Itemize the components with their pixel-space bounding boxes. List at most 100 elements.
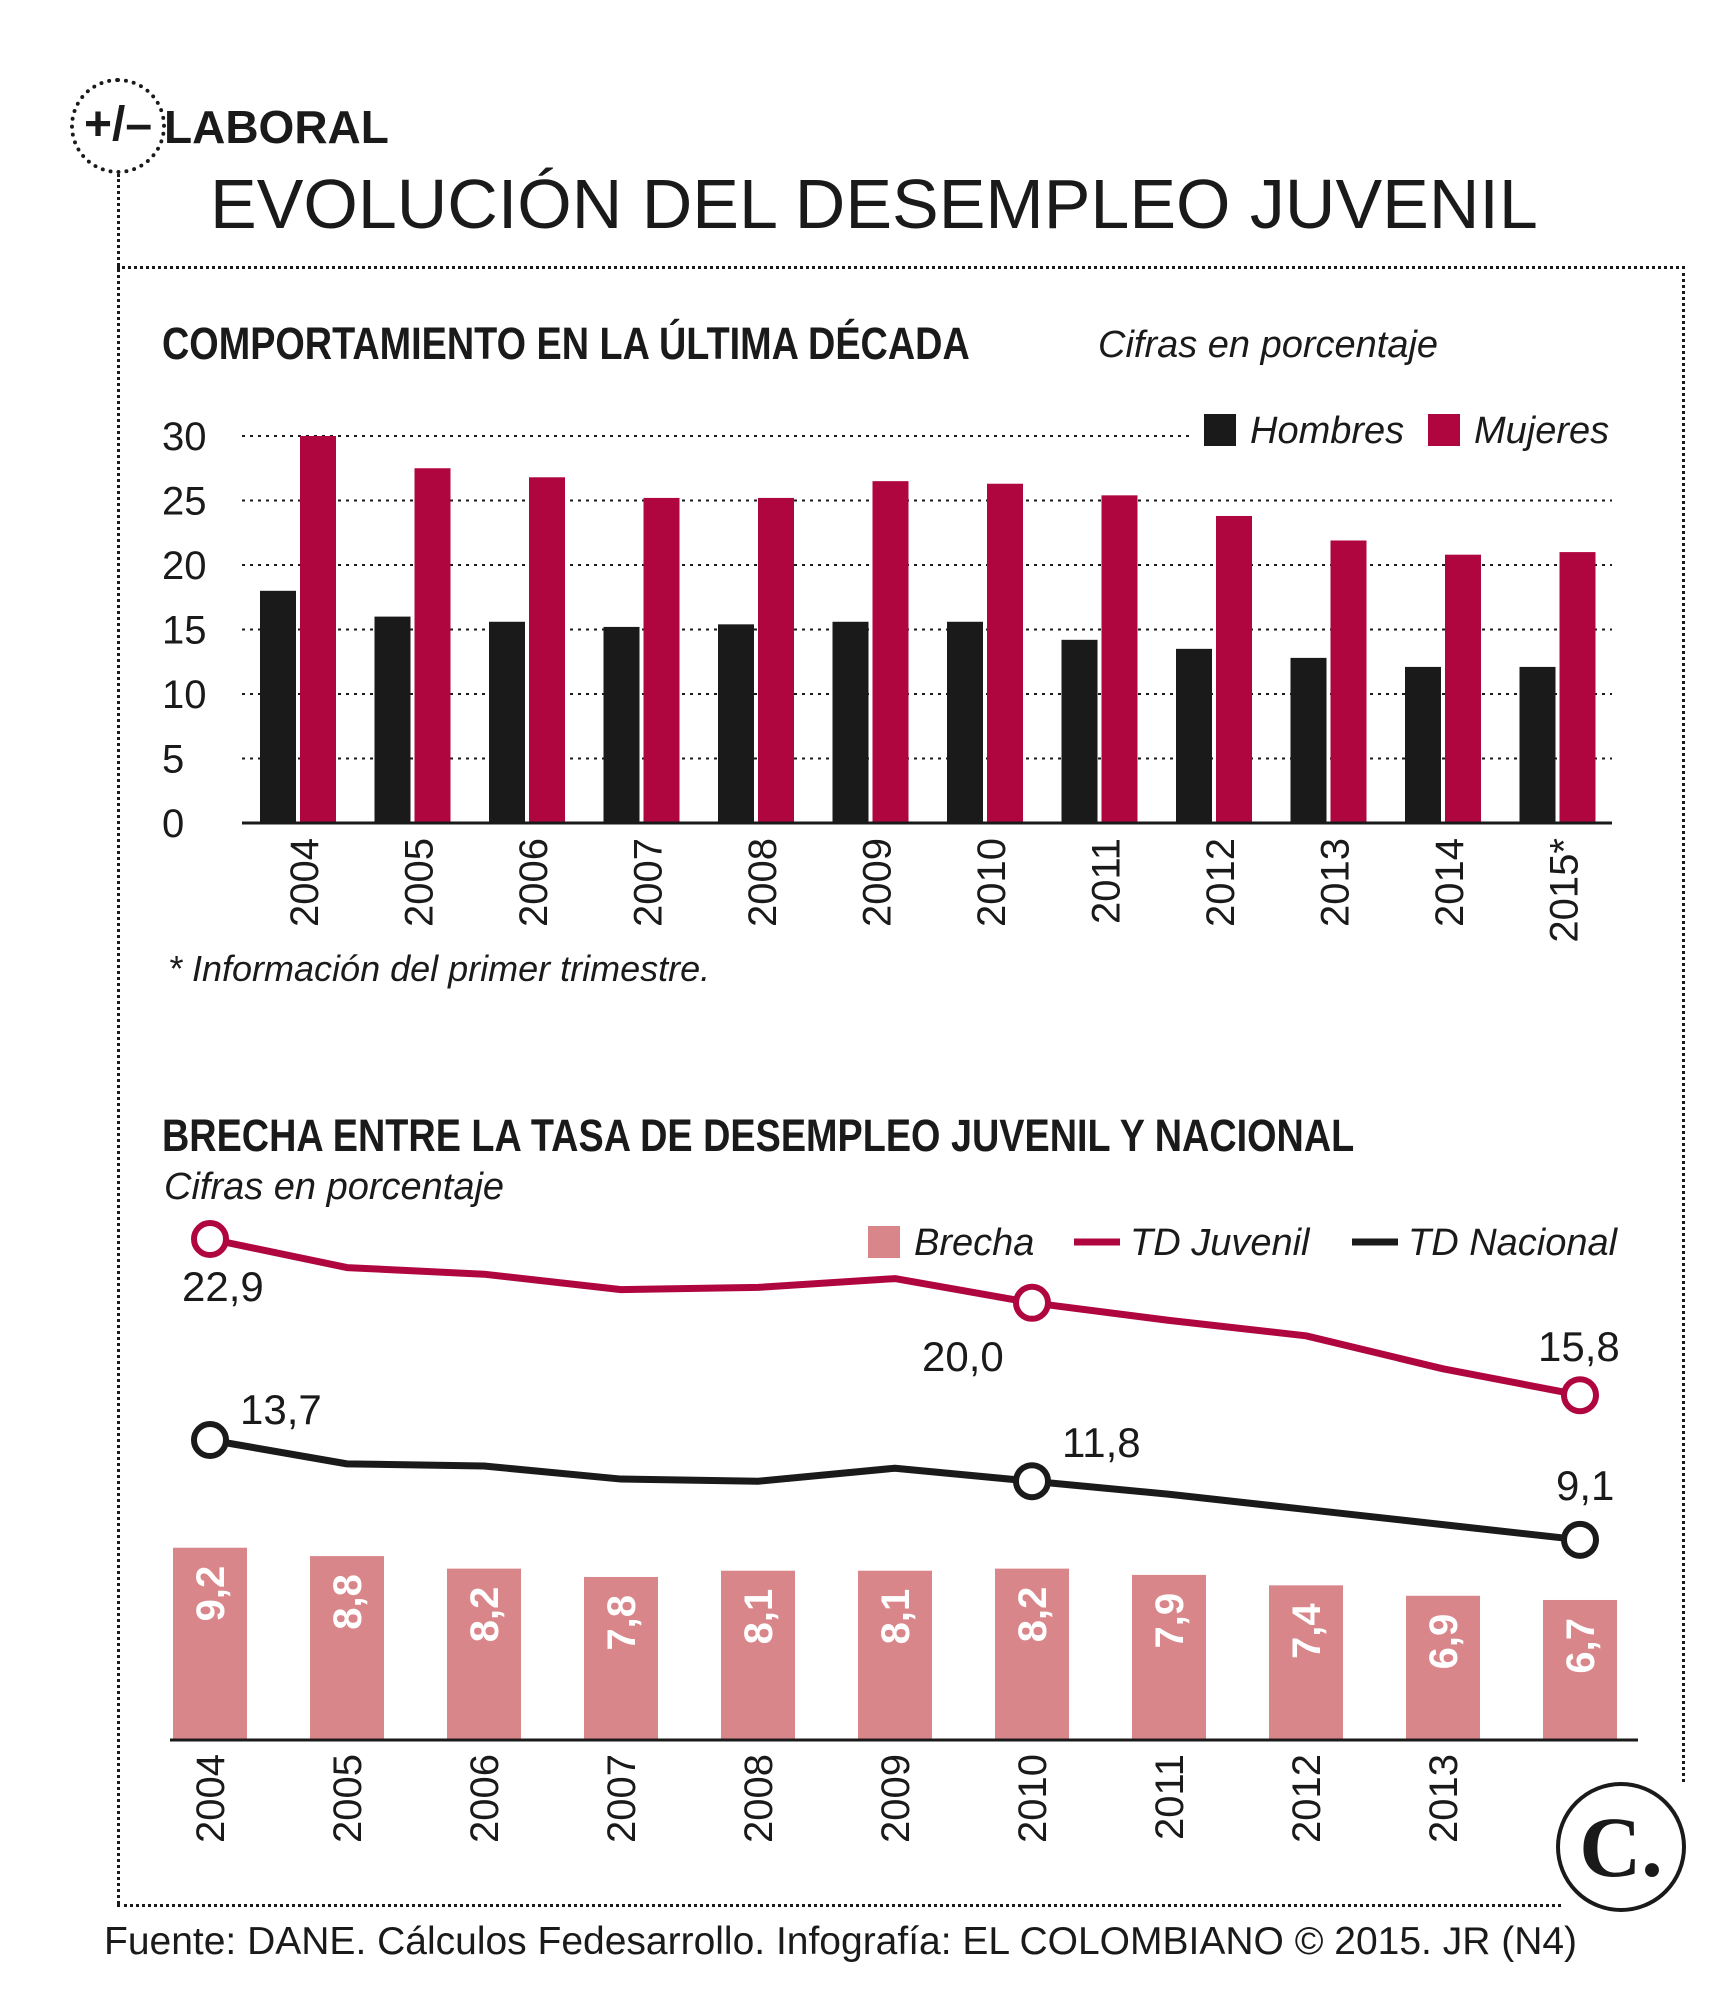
- bar-brecha: [1406, 1595, 1480, 1740]
- legend-swatch-brecha: [868, 1226, 900, 1258]
- plus-minus-icon: +/–: [83, 98, 153, 151]
- marker-td-juvenil: [1013, 1283, 1051, 1322]
- chart2-x-tick-label: 2006: [463, 1754, 507, 1843]
- line-td-juvenil: [209, 1235, 1581, 1399]
- chart1-x-tick-label: 2012: [1199, 838, 1243, 927]
- chart2-x-tick-label: 2009: [874, 1754, 918, 1843]
- legend-label-hombres: Hombres: [1250, 410, 1404, 452]
- chart1-title: COMPORTAMIENTO EN LA ÚLTIMA DÉCADA: [162, 318, 970, 369]
- chart1-x-tick-label: 2008: [741, 838, 785, 927]
- bar-mujeres: [758, 497, 794, 823]
- bar-mujeres: [1101, 495, 1138, 823]
- value-label-td-juvenil: 22,9: [182, 1263, 264, 1310]
- brecha-value-label: 6,7: [1559, 1618, 1603, 1674]
- chart2-x-tick-label: 2005: [326, 1754, 370, 1843]
- chart1-y-tick-label: 20: [162, 544, 207, 588]
- bar-mujeres: [643, 497, 680, 823]
- legend-label-brecha: Brecha: [914, 1222, 1034, 1264]
- marker-td-nacional: [1013, 1462, 1051, 1501]
- bar-brecha: [995, 1568, 1069, 1740]
- brecha-value-label: 8,2: [1011, 1587, 1055, 1643]
- bar-mujeres: [414, 468, 451, 823]
- bar-hombres: [718, 624, 754, 823]
- bar-mujeres: [529, 477, 565, 823]
- value-label-td-nacional: 9,1: [1556, 1462, 1614, 1509]
- brecha-value-label: 7,8: [600, 1595, 644, 1651]
- legend-label-td-juvenil: TD Juvenil: [1130, 1222, 1311, 1264]
- section-label: LABORAL: [164, 101, 389, 153]
- frame-left-line: [117, 174, 120, 1904]
- brecha-value-label: 9,2: [189, 1566, 233, 1622]
- bar-brecha: [584, 1576, 658, 1740]
- marker-td-juvenil: [191, 1220, 229, 1258]
- chart1-y-tick-label: 10: [162, 673, 207, 717]
- bar-hombres: [1290, 657, 1327, 823]
- chart1-y-tick-label: 5: [162, 738, 184, 782]
- chart1-footnote: * Información del primer trimestre.: [168, 948, 711, 989]
- frame-right-line: [1682, 266, 1685, 1782]
- chart1-x-tick-label: 2004: [283, 838, 327, 927]
- badge-circle-icon: [70, 78, 166, 174]
- bar-hombres: [1176, 648, 1212, 823]
- chart2-x-tick-label: 2010: [1011, 1754, 1055, 1843]
- bar-mujeres: [872, 481, 909, 823]
- bar-hombres: [832, 621, 869, 823]
- chart2-x-tick-label: 2004: [189, 1754, 233, 1843]
- chart1-y-tick-label: 30: [162, 415, 207, 459]
- chart2-combo-chart: 9,2 2004 8,8 2005 8,2 2006 7,8 2007 8,1 2008 8,1 20…: [170, 1220, 1638, 1843]
- brecha-value-label: 8,8: [326, 1574, 370, 1630]
- chart1-subtitle: Cifras en porcentaje: [1098, 324, 1439, 366]
- frame-bottom-line: [117, 1904, 1561, 1907]
- legend-label-td-nacional: TD Nacional: [1408, 1222, 1619, 1264]
- chart2-x-tick-label: 2008: [737, 1754, 781, 1843]
- source-footer: Fuente: DANE. Cálculos Fedesarrollo. Inf…: [104, 1920, 1578, 1963]
- bar-brecha: [1269, 1585, 1343, 1740]
- brecha-value-label: 8,1: [874, 1589, 918, 1645]
- chart2-title: BRECHA ENTRE LA TASA DE DESEMPLEO JUVENI…: [162, 1110, 1355, 1161]
- chart1-x-tick-label: 2007: [627, 838, 671, 927]
- bar-hombres: [1061, 639, 1098, 823]
- bar-brecha: [173, 1547, 247, 1740]
- brecha-value-label: 8,1: [737, 1589, 781, 1645]
- brecha-value-label: 7,4: [1285, 1603, 1329, 1659]
- bar-hombres: [603, 626, 640, 823]
- bar-brecha: [1132, 1574, 1206, 1740]
- line-td-nacional: [209, 1436, 1581, 1544]
- brecha-value-label: 6,9: [1422, 1614, 1466, 1670]
- bar-brecha: [858, 1570, 932, 1740]
- value-label-td-nacional: 11,8: [1062, 1419, 1141, 1466]
- bar-mujeres: [1330, 540, 1367, 823]
- chart1-bar-chart: 0 5 10 15 20 25 30 2004 2005 2006 2007 2008 2009 2010…: [162, 410, 1612, 943]
- chart2-subtitle: Cifras en porcentaje: [164, 1166, 505, 1208]
- chart2-x-tick-label: 2011: [1148, 1754, 1192, 1840]
- value-label-td-nacional: 13,7: [240, 1386, 322, 1433]
- bar-mujeres: [1216, 515, 1252, 823]
- legend-label-mujeres: Mujeres: [1474, 410, 1609, 452]
- marker-td-nacional: [1561, 1520, 1599, 1559]
- chart2-x-tick-label: 2007: [600, 1754, 644, 1843]
- chart1-x-tick-label: 2014: [1428, 838, 1472, 927]
- chart1-x-tick-label: 2006: [512, 838, 556, 927]
- bar-hombres: [260, 590, 296, 823]
- bar-hombres: [947, 621, 983, 823]
- value-label-td-juvenil: 15,8: [1538, 1323, 1620, 1370]
- el-colombiano-logo-icon: C.: [1556, 1782, 1686, 1912]
- legend-swatch-hombres: [1204, 414, 1236, 446]
- brecha-value-label: 8,2: [463, 1587, 507, 1643]
- bar-brecha: [1543, 1599, 1617, 1740]
- frame-top-line: [117, 266, 1685, 269]
- chart1-y-tick-label: 15: [162, 609, 207, 653]
- bar-hombres: [489, 621, 525, 823]
- chart1-x-tick-label: 2013: [1314, 838, 1358, 927]
- chart1-x-tick-label: 2005: [398, 838, 442, 927]
- chart1-y-tick-label: 25: [162, 480, 207, 524]
- chart1-x-tick-label: 2010: [970, 838, 1014, 927]
- bar-hombres: [1405, 666, 1441, 823]
- bar-hombres: [374, 616, 411, 823]
- bar-mujeres: [300, 436, 336, 823]
- bar-mujeres: [987, 483, 1023, 823]
- bar-mujeres: [1445, 554, 1481, 823]
- marker-td-juvenil: [1561, 1376, 1599, 1415]
- chart2-x-tick-label: 2012: [1285, 1754, 1329, 1843]
